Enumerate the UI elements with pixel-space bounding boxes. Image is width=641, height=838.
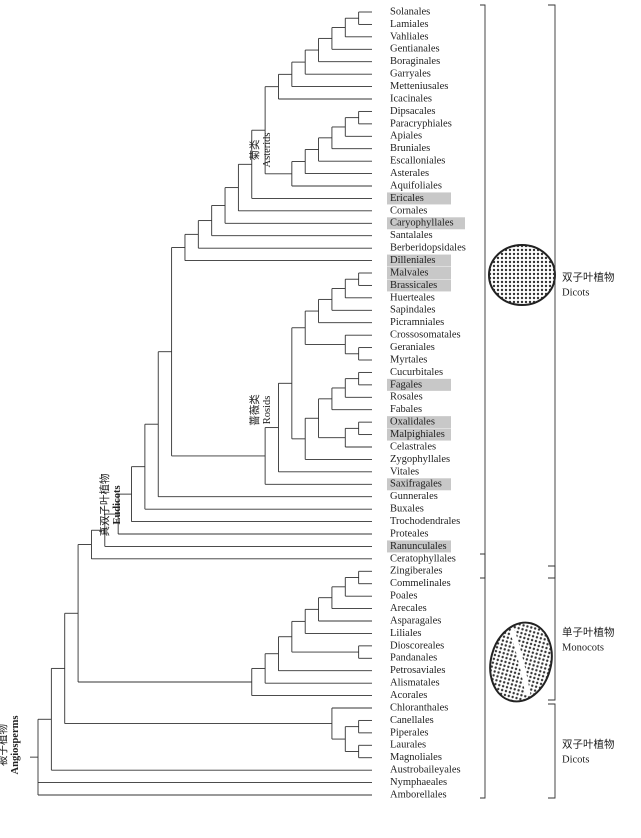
highlight [387,267,451,279]
brackets [480,4,556,799]
leaf-label: Piperales [390,727,429,738]
leaf-label: Boraginales [390,56,440,67]
leaf-label: Petrosaviales [390,665,445,676]
leaf-label: Brassicales [390,280,437,291]
highlight [387,540,451,553]
leaf-label: Cucurbitales [390,367,443,378]
highlight [387,254,451,267]
leaf-label: Amborellales [390,789,447,800]
highlight [387,428,451,441]
clade-en: Angiosperms [10,716,21,775]
leaf-label: Metteniusales [390,81,448,92]
leaf-label: Malpighiales [390,429,445,440]
clade-label: 真双子叶植物Eudicots [98,474,123,537]
leaf-label: Huerteales [390,292,435,303]
leaf-label: Santalales [390,230,433,241]
highlight [387,279,451,292]
leaf-label: Gunnerales [390,491,438,502]
leaf-label: Lamiales [390,19,428,30]
leaf-label: Malvales [390,267,429,278]
highlight [387,217,465,230]
leaf-label: Ceratophyllales [390,553,456,564]
leaf-label: Paracryphiales [390,118,452,129]
clade-zh: 蔷薇类 [248,394,261,426]
clade-en: Eudicots [112,485,123,524]
group-en: Monocots [562,642,604,653]
leaf-label: Acorales [390,690,427,701]
leaf-label: Zygophyllales [390,454,450,465]
leaf-label: Canellales [390,715,434,726]
leaf-label: Picramniales [390,317,444,328]
clade-label: 菊类Asterids [248,133,273,168]
highlight [387,378,451,391]
leaf-label: Bruniales [390,143,430,154]
leaf-label: Zingiberales [390,566,442,577]
pollen-monocot [489,621,553,703]
clade-zh: 菊类 [248,139,261,160]
leaf-label: Vahliales [390,31,429,42]
leaf-label: Fabales [390,404,422,415]
leaf-label: Laurales [390,740,426,751]
leaf-label: Oxalidales [390,417,435,428]
leaf-label: Nymphaeales [390,777,447,788]
pollen-dicot [488,244,556,306]
leaf-label: Escalloniales [390,156,445,167]
leaf-label: Ranunculales [390,541,447,552]
leaf-label: Trochodendrales [390,516,460,527]
leaf-label: Liliales [390,628,422,639]
leaf-label: Asterales [390,168,429,179]
leaf-label: Celastrales [390,441,436,452]
leaf-label: Icacinales [390,93,432,104]
leaf-label: Geraniales [390,342,435,353]
leaf-label: Austrobaileyales [390,765,461,776]
leaf-label: Dipsacales [390,106,435,117]
leaf-label: Asparagales [390,615,441,626]
leaf-label: Aquifoliales [390,180,442,191]
group-zh: 双子叶植物 [562,270,615,283]
leaf-label: Pandanales [390,653,437,664]
leaf-label: Saxifragales [390,479,442,490]
group-en: Dicots [562,754,589,765]
leaf-label: Crossosomatales [390,330,461,341]
leaf-label: Magnoliales [390,752,442,763]
leaf-label: Dilleniales [390,255,436,266]
leaf-label: Apiales [390,131,422,142]
clade-zh: 真双子叶植物 [98,474,111,537]
leaf-label: Dioscoreales [390,640,444,651]
leaf-label: Rosales [390,392,423,403]
group-zh: 单子叶植物 [562,625,615,638]
leaf-label: Solanales [390,6,430,17]
group-en: Dicots [562,287,589,298]
leaf-label: Poales [390,591,417,602]
leaf-label: Sapindales [390,305,436,316]
leaf-label: Buxales [390,504,424,515]
leaf-label: Garryales [390,69,431,80]
leaf-label: Proteales [390,528,429,539]
clade-label: 被子植物Angiosperms [0,716,21,775]
leaf-label: Caryophyllales [390,218,454,229]
leaf-label: Vitales [390,466,419,477]
clade-label: 蔷薇类Rosids [248,394,273,426]
leaf-label: Chloranthales [390,702,448,713]
clade-en: Rosids [262,396,273,425]
leaf-label: Berberidopsidales [390,243,466,254]
leaf-label: Cornales [390,205,427,216]
leaf-label: Arecales [390,603,427,614]
branches [37,11,372,796]
leaf-label: Alismatales [390,678,440,689]
leaf-label: Ericales [390,193,424,204]
clade-en: Asterids [262,133,273,168]
highlight [387,478,451,491]
leaf-label: Commelinales [390,578,451,589]
highlight [387,416,451,429]
leaf-label: Fagales [390,379,422,390]
group-zh: 双子叶植物 [562,737,615,750]
leaf-label: Gentianales [390,44,440,55]
leaf-label: Myrtales [390,354,427,365]
highlight [387,192,451,205]
clade-zh: 被子植物 [0,724,9,766]
